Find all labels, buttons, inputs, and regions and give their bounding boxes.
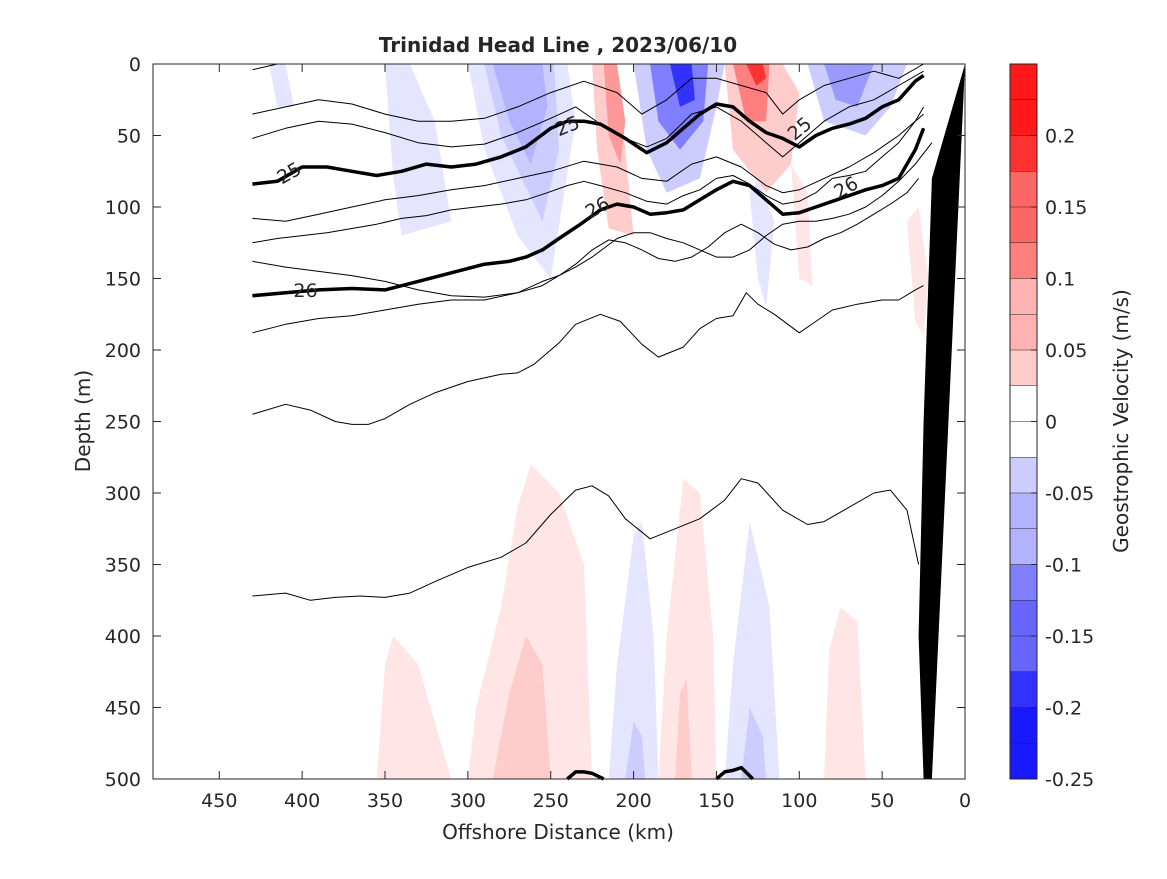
velocity-region bbox=[269, 64, 294, 107]
colorbar-swatch bbox=[1010, 64, 1037, 100]
y-tick-label: 0 bbox=[129, 54, 141, 76]
colorbar-swatch bbox=[1010, 99, 1037, 136]
velocity-region bbox=[625, 721, 646, 779]
colorbar: 0.2 0.15 0.1 0.05 0 -0.05 -0.1 -0.15 -0.2 -0.25 bbox=[1009, 63, 1094, 791]
y-tick-label: 150 bbox=[105, 269, 141, 291]
colorbar-swatch bbox=[1010, 385, 1037, 422]
y-tick-label: 500 bbox=[105, 769, 141, 791]
colorbar-tick-label: 0 bbox=[1045, 412, 1057, 434]
velocity-region bbox=[592, 64, 634, 236]
velocity-region bbox=[670, 64, 695, 107]
x-axis: 450 400 350 300 250 200 150 100 50 0 bbox=[201, 64, 971, 812]
colorbar-swatch bbox=[1010, 314, 1037, 350]
x-axis-label: Offshore Distance (km) bbox=[442, 820, 674, 844]
density-contour-bold bbox=[566, 770, 605, 781]
velocity-region bbox=[376, 636, 452, 779]
x-tick-label: 0 bbox=[959, 790, 971, 812]
density-contour bbox=[252, 113, 924, 222]
colorbar-tick-label: -0.05 bbox=[1045, 483, 1094, 505]
velocity-region bbox=[824, 607, 866, 779]
colorbar-swatch bbox=[1010, 278, 1037, 315]
chart-title: Trinidad Head Line , 2023/06/10 bbox=[379, 33, 737, 57]
density-contour bbox=[252, 106, 925, 244]
density-contour bbox=[252, 70, 924, 158]
x-tick-label: 450 bbox=[201, 790, 237, 812]
y-tick-label: 350 bbox=[105, 555, 141, 577]
velocity-region bbox=[791, 164, 813, 286]
velocity-region bbox=[608, 521, 659, 779]
y-axis: 0 50 100 150 200 250 300 350 400 450 500 bbox=[105, 54, 965, 791]
x-tick-label: 50 bbox=[870, 790, 894, 812]
colorbar-swatch bbox=[1010, 600, 1037, 636]
colorbar-tick-label: -0.15 bbox=[1045, 626, 1094, 648]
colorbar-swatch bbox=[1010, 671, 1037, 708]
colorbar-swatch bbox=[1010, 707, 1037, 744]
colorbar-swatch bbox=[1010, 493, 1037, 529]
velocity-region bbox=[724, 521, 780, 779]
velocity-region bbox=[746, 64, 767, 86]
density-contour bbox=[252, 285, 924, 425]
colorbar-swatch bbox=[1010, 171, 1037, 207]
y-tick-label: 50 bbox=[117, 126, 141, 148]
colorbar-tick-label: -0.25 bbox=[1045, 769, 1094, 791]
colorbar-tick-label: 0.2 bbox=[1045, 126, 1075, 148]
colorbar-swatch bbox=[1010, 636, 1037, 672]
density-contour-bold bbox=[252, 127, 926, 298]
colorbar-swatch bbox=[1010, 564, 1037, 601]
density-contour bbox=[252, 63, 924, 122]
x-tick-label: 150 bbox=[698, 790, 734, 812]
colorbar-tick-label: -0.1 bbox=[1045, 555, 1082, 577]
contour-label-text: 26 bbox=[293, 280, 317, 302]
y-tick-label: 300 bbox=[105, 483, 141, 505]
x-tick-label: 300 bbox=[450, 790, 486, 812]
colorbar-swatch bbox=[1010, 528, 1037, 565]
x-tick-label: 350 bbox=[367, 790, 403, 812]
colorbar-swatch bbox=[1010, 350, 1037, 386]
colorbar-label: Geostrophic Velocity (m/s) bbox=[1109, 289, 1133, 553]
density-contour-bold bbox=[715, 765, 755, 781]
y-tick-label: 400 bbox=[105, 626, 141, 648]
colorbar-tick-label: 0.05 bbox=[1045, 340, 1087, 362]
x-tick-label: 100 bbox=[781, 790, 817, 812]
y-tick-label: 250 bbox=[105, 412, 141, 434]
velocity-region bbox=[658, 478, 717, 779]
y-tick-label: 100 bbox=[105, 197, 141, 219]
contour-label: 26 bbox=[293, 280, 317, 302]
velocity-region bbox=[603, 64, 626, 165]
colorbar-swatch bbox=[1010, 457, 1037, 493]
colorbar-swatch bbox=[1010, 242, 1037, 279]
y-tick-label: 200 bbox=[105, 340, 141, 362]
x-tick-label: 250 bbox=[533, 790, 569, 812]
bathymetry-fill bbox=[918, 64, 965, 779]
velocity-region bbox=[749, 178, 775, 308]
colorbar-swatch bbox=[1010, 135, 1037, 172]
density-contour bbox=[252, 142, 933, 334]
colorbar-swatch bbox=[1010, 207, 1037, 243]
velocity-region bbox=[650, 64, 709, 150]
colorbar-tick-label: -0.2 bbox=[1045, 698, 1082, 720]
colorbar-tick-label: 0.1 bbox=[1045, 269, 1075, 291]
x-tick-label: 200 bbox=[615, 790, 651, 812]
x-tick-label: 400 bbox=[284, 790, 320, 812]
density-contours bbox=[252, 63, 933, 781]
colorbar-swatch bbox=[1010, 421, 1037, 458]
velocity-region bbox=[675, 678, 692, 779]
velocity-region bbox=[467, 464, 593, 779]
y-axis-label: Depth (m) bbox=[71, 370, 95, 472]
velocity-region bbox=[741, 707, 767, 779]
colorbar-swatch bbox=[1010, 743, 1037, 779]
y-tick-label: 450 bbox=[105, 698, 141, 720]
density-contour bbox=[252, 478, 920, 601]
density-contour-bold bbox=[252, 73, 925, 186]
colorbar-tick-label: 0.15 bbox=[1045, 197, 1087, 219]
velocity-region bbox=[907, 207, 929, 336]
velocity-region bbox=[492, 636, 551, 779]
density-contour bbox=[252, 178, 919, 298]
